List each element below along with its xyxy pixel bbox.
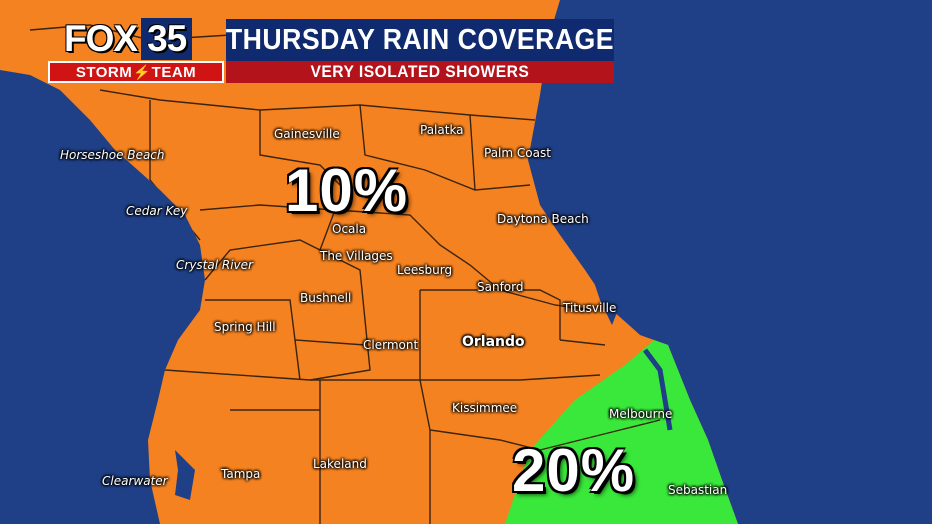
storm-label: STORM (75, 63, 133, 81)
lightning-bolt-icon: ⚡ (133, 63, 151, 80)
city-label-crystal-river: Crystal River (176, 258, 253, 272)
city-label-sanford: Sanford (477, 280, 524, 294)
coverage-south-percent: 20% (512, 437, 636, 504)
city-label-ocala: Ocala (332, 222, 367, 236)
title-bar: THURSDAY RAIN COVERAGE (226, 19, 614, 61)
city-label-bushnell: Bushnell (300, 291, 352, 305)
subtitle-bar: VERY ISOLATED SHOWERS (226, 61, 614, 83)
city-label-gainesville: Gainesville (274, 127, 340, 141)
city-label-the-villages: The Villages (320, 249, 393, 263)
city-label-cedar-key: Cedar Key (126, 204, 188, 218)
city-label-kissimmee: Kissimmee (452, 401, 518, 415)
page-title: THURSDAY RAIN COVERAGE (225, 23, 615, 56)
team-label: TEAM (151, 63, 197, 81)
city-label-clearwater: Clearwater (102, 474, 168, 488)
fox-wordmark: FOX (64, 18, 138, 59)
city-label-palm-coast: Palm Coast (484, 146, 551, 160)
coverage-north-percent: 10% (285, 157, 409, 224)
city-label-orlando: Orlando (462, 334, 525, 350)
city-label-melbourne: Melbourne (609, 407, 673, 421)
city-label-leesburg: Leesburg (397, 263, 453, 277)
channel-number: 35 (141, 18, 193, 60)
storm-team-bar: STORM ⚡ TEAM (48, 61, 224, 83)
city-label-sebastian: Sebastian (668, 483, 728, 497)
city-label-horseshoe-beach: Horseshoe Beach (60, 148, 165, 162)
city-label-palatka: Palatka (420, 123, 464, 137)
page-subtitle: VERY ISOLATED SHOWERS (310, 62, 530, 81)
station-logo: FOX 35 STORM ⚡ TEAM (46, 17, 224, 83)
tampa-bay (175, 450, 195, 500)
banana-river (643, 348, 673, 431)
indian-river-lagoon (590, 270, 618, 325)
city-label-titusville: Titusville (563, 301, 617, 315)
city-label-clermont: Clermont (363, 338, 419, 352)
city-label-daytona-beach: Daytona Beach (497, 212, 589, 226)
city-label-tampa: Tampa (221, 467, 261, 481)
city-label-lakeland: Lakeland (313, 457, 367, 471)
city-label-spring-hill: Spring Hill (214, 320, 276, 334)
